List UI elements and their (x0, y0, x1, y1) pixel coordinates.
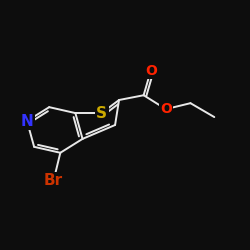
Text: N: N (20, 114, 33, 128)
Text: Br: Br (44, 173, 63, 188)
Text: O: O (145, 64, 157, 78)
Text: O: O (160, 102, 172, 116)
Text: S: S (96, 106, 107, 120)
